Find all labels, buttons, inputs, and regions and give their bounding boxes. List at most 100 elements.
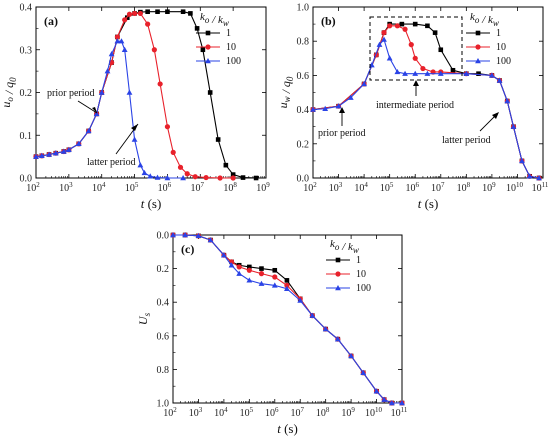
x-tick-label: 1010 [365,406,383,419]
data-point [194,26,200,31]
legend-title: ko / kw [330,238,359,255]
data-point [137,10,143,17]
data-point [230,175,236,181]
x-tick-exponent: 8 [467,181,471,189]
x-tick-exponent: 6 [275,406,279,414]
y-axis-title-slash: / [2,88,16,97]
data-point [394,23,400,29]
y-axis-title-part: k [488,14,494,26]
series-line [173,234,402,404]
series-line [173,234,402,404]
y-tick-label: 0.3 [20,45,33,56]
legend-marker [205,44,211,50]
x-tick-exponent: 11 [542,181,549,189]
series-line [173,234,402,404]
legend-label: 100 [496,56,511,67]
x-tick-label: 103 [189,406,203,419]
data-point [394,68,401,75]
x-tick-exponent: 10 [375,406,383,414]
y-axis-title-part: k [470,11,476,23]
y-axis-title-sub: o [205,15,210,25]
x-tick-exponent: 10 [516,181,524,189]
x-axis-title-var: t [418,196,422,211]
series-100 [33,38,187,181]
annotation-arrowhead [339,107,345,113]
data-point [526,173,533,179]
x-tick-exponent: 3 [199,406,203,414]
x-axis-title-unit: (s) [144,196,161,211]
x-tick-label: 103 [59,181,73,194]
x-tick-label: 107 [431,181,445,194]
x-tick-exponent: 5 [390,181,394,189]
data-point [322,105,329,111]
x-tick-exponent: 3 [339,181,343,189]
series-10 [170,232,405,406]
data-point [463,70,470,76]
data-point [157,81,163,87]
legend-label: 10 [226,42,236,53]
series-line [312,38,540,179]
x-tick-label: 106 [158,181,172,194]
x-tick-label: 108 [316,406,330,419]
y-tick-label: 0.6 [297,71,310,82]
data-point [114,34,120,40]
annotation-intermediate-period: intermediate period [376,100,454,111]
panel-tag: (a) [44,14,58,28]
y-axis-title-part: k [200,11,206,23]
data-point [402,70,408,76]
x-tick-label: 103 [329,181,343,194]
data-point [141,169,148,176]
y-axis-title-sub: w [223,18,229,28]
x-tick-label: 1011 [391,406,408,419]
data-point [432,30,438,35]
data-point [361,80,368,87]
data-point [519,157,525,164]
data-point [65,146,72,152]
legend-marker [335,285,341,291]
legend-label: 100 [226,56,241,67]
data-point [122,17,128,23]
data-point [271,282,278,288]
data-point [488,72,495,78]
x-axis-title-unit: (s) [281,421,298,436]
x-tick-exponent: 9 [351,406,355,414]
data-point [297,297,304,303]
x-axis-title: t (s) [277,421,298,436]
data-point [155,9,160,15]
data-point [272,274,278,280]
data-point [246,277,253,283]
y-axis-title-sub: 0 [285,76,295,81]
y-axis-title-part: k [330,238,336,250]
annotation-prior-period: prior period [47,88,95,99]
legend-label: 10 [356,269,366,280]
data-point [131,136,138,142]
legend-marker [205,58,211,64]
x-tick-exponent: 4 [224,406,228,414]
annotation-arrowhead [92,107,97,113]
x-axis-title-var: t [277,421,281,436]
x-tick-label: 104 [354,181,368,194]
data-point [236,270,243,276]
x-tick-exponent: 6 [168,181,172,189]
y-axis-title-sub: w [353,245,359,255]
data-point [322,326,329,332]
series-100 [310,36,542,181]
y-axis-title-sub: w [493,18,499,28]
data-point [284,282,290,288]
legend-label: 10 [496,42,506,53]
legend-marker [475,44,481,50]
data-point [388,400,395,406]
data-point [104,68,111,74]
plot-frame [312,6,544,179]
data-point [496,77,503,83]
y-axis-title-slash: / [279,87,293,96]
data-point [215,137,221,142]
y-axis-title-sub: s [142,312,152,316]
x-tick-exponent: 3 [69,181,73,189]
data-point [387,23,393,29]
y-tick-label: 0.8 [297,37,310,48]
series-100 [170,232,405,406]
data-point [450,67,456,73]
data-point [510,123,517,129]
data-point [258,280,265,286]
